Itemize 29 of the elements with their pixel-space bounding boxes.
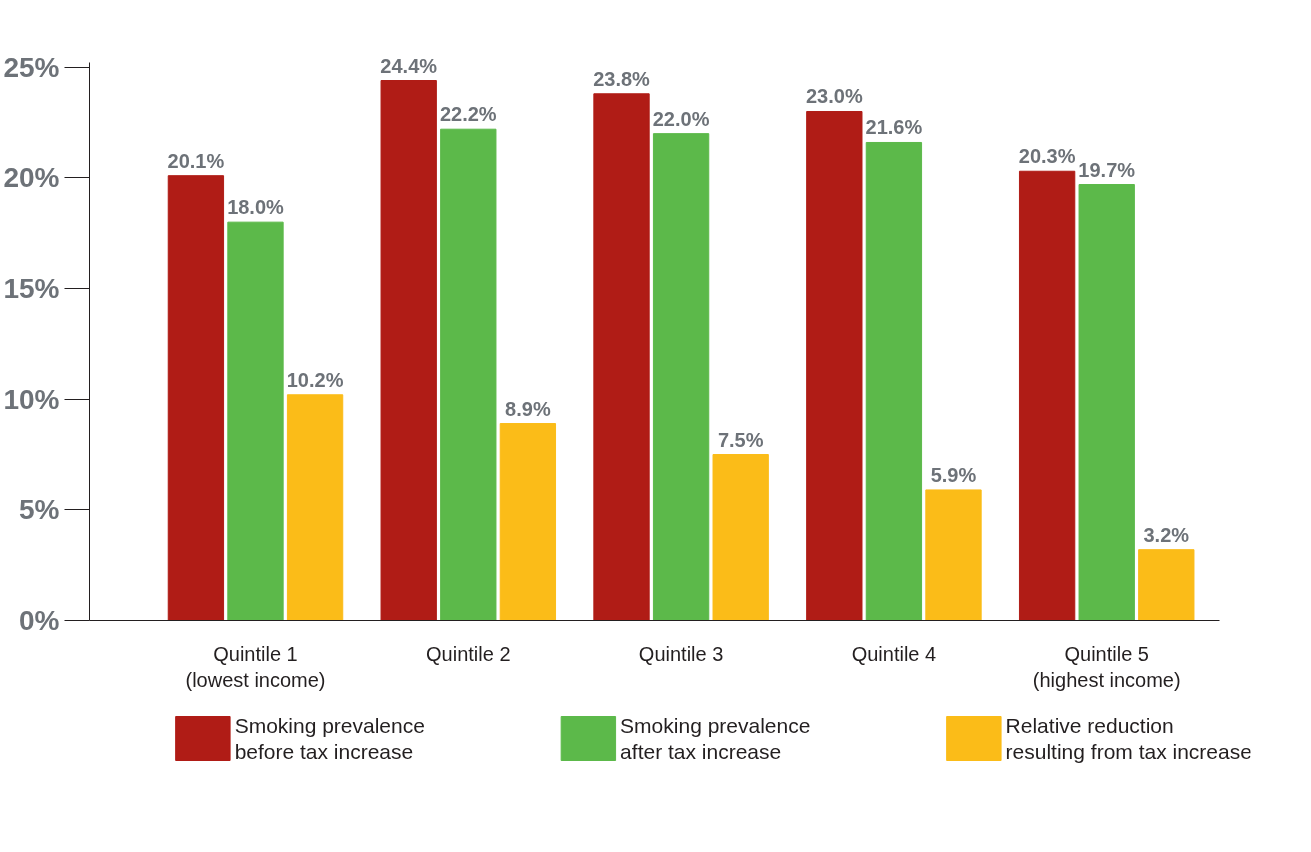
data-label: 10.2% [286,368,344,391]
y-tick-label: 10% [3,383,60,415]
data-label: 22.0% [652,107,710,130]
x-tick-label: Quintile 3 [638,642,724,665]
y-tick-label: 20% [3,162,60,194]
legend-label: Smoking prevalence after tax increase [620,713,811,764]
y-tick-label: 25% [3,51,60,83]
data-label: 19.7% [1078,158,1136,181]
x-tick-label: Quintile 2 [426,642,511,665]
legend-label: Smoking prevalence before tax increase [234,713,425,764]
data-label: 24.4% [380,54,438,77]
data-label: 8.9% [505,397,551,420]
y-tick-label: 0% [19,605,60,636]
data-label: 23.0% [805,85,863,108]
data-label: 20.3% [1018,145,1076,168]
data-label: 5.9% [930,463,977,486]
data-label: 18.0% [227,196,285,219]
data-label: 20.1% [167,149,225,172]
legend-label: Relative reduction resulting from tax increase [1005,713,1252,764]
x-tick-label: Quintile 1 (lowest income) [185,642,326,691]
data-label: 23.8% [593,67,651,90]
x-tick-label: Quintile 4 [851,642,937,665]
data-label: 7.5% [717,428,764,451]
x-tick-label: Quintile 5 (highest income) [1032,642,1181,691]
y-tick-label: 15% [3,273,60,305]
data-label: 3.2% [1143,523,1190,546]
y-tick-label: 5% [19,494,60,526]
data-label: 21.6% [865,116,923,139]
data-label: 22.2% [439,103,497,126]
